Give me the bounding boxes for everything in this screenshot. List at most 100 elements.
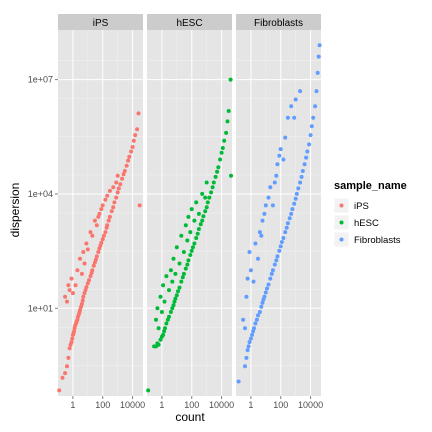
y-tick-label: 1e+01: [28, 303, 53, 313]
data-point: [111, 205, 116, 210]
data-point: [281, 236, 286, 240]
x-axis-label: count: [175, 410, 205, 424]
data-point: [284, 225, 289, 230]
data-point: [279, 240, 284, 244]
data-point: [194, 236, 199, 240]
data-point: [229, 173, 233, 178]
data-point: [164, 321, 169, 326]
data-point: [200, 218, 205, 223]
data-point: [181, 271, 186, 276]
data-point: [83, 288, 88, 293]
data-point: [127, 154, 132, 159]
data-point: [111, 185, 116, 190]
data-point: [87, 278, 91, 283]
x-tick-label: 1: [159, 400, 164, 410]
data-point: [251, 279, 256, 284]
legend-entry-fibroblasts: Fibroblasts: [333, 231, 401, 248]
data-point: [78, 256, 82, 261]
data-point: [293, 97, 298, 102]
data-point: [241, 317, 246, 322]
data-point: [131, 138, 136, 143]
data-point: [99, 240, 104, 245]
data-point: [260, 300, 265, 305]
data-point: [296, 186, 301, 191]
data-point: [60, 375, 65, 380]
data-point: [198, 222, 203, 227]
legend-entry-hesc: hESC: [333, 214, 379, 231]
data-point: [109, 209, 114, 214]
data-point: [260, 218, 265, 223]
data-point: [263, 290, 268, 295]
x-tick-label: 1: [70, 400, 75, 410]
data-point: [265, 286, 269, 291]
data-point: [277, 248, 282, 253]
data-point: [196, 211, 201, 216]
data-point: [222, 138, 227, 143]
data-point: [289, 104, 294, 109]
data-point: [305, 149, 310, 154]
data-point: [272, 262, 277, 267]
data-point: [75, 268, 80, 273]
x-tick-label: 1: [248, 400, 253, 410]
data-point: [186, 258, 191, 263]
data-point: [292, 115, 297, 120]
facet-strip-label: hESC: [176, 18, 202, 29]
data-point: [292, 201, 297, 206]
data-point: [185, 238, 190, 243]
data-point: [181, 250, 186, 254]
data-point: [122, 169, 127, 173]
y-tick-label: 1e+07: [28, 75, 53, 85]
legend-key-point: [339, 237, 344, 242]
data-point: [256, 256, 260, 261]
data-point: [121, 172, 126, 177]
data-point: [226, 109, 231, 113]
data-point: [67, 346, 72, 351]
data-point: [115, 190, 120, 195]
data-point: [96, 250, 101, 254]
x-tick-label: 100: [273, 400, 288, 410]
data-point: [210, 185, 215, 190]
data-point: [65, 299, 69, 304]
data-point: [99, 207, 104, 212]
data-point: [63, 294, 68, 299]
data-point: [101, 233, 106, 238]
data-point: [88, 274, 93, 279]
data-point: [194, 200, 199, 205]
data-point: [243, 326, 247, 331]
data-point: [93, 257, 98, 262]
legend-key-point: [339, 203, 344, 208]
data-point: [244, 294, 249, 299]
data-point: [189, 248, 194, 253]
facet-panels: iPS hESC Fibroblasts: [57, 14, 322, 396]
data-point: [274, 173, 279, 178]
data-point: [81, 294, 86, 299]
legend: sample_name iPS hESC Fibroblasts: [333, 180, 407, 248]
data-point: [116, 186, 121, 191]
data-point: [192, 241, 197, 246]
data-point: [216, 165, 221, 170]
x-tick-label: 10000: [298, 400, 323, 410]
data-point: [315, 70, 320, 75]
data-point: [188, 253, 193, 257]
data-point: [115, 173, 120, 178]
data-point: [161, 283, 166, 288]
data-point: [275, 162, 280, 167]
data-point: [81, 250, 86, 254]
data-point: [57, 388, 62, 393]
data-point: [120, 176, 125, 181]
axes: 1 100 10000 1 100 10000 1 100 10000 1e+01 1e+04 1e+…: [28, 75, 323, 410]
data-point: [283, 135, 288, 140]
data-point: [266, 195, 271, 200]
data-point: [308, 133, 313, 138]
data-point: [195, 231, 200, 236]
data-point: [248, 336, 253, 341]
data-point: [126, 158, 131, 163]
data-point: [167, 314, 171, 319]
y-axis-label: dispersion: [8, 183, 22, 238]
data-point: [91, 263, 96, 268]
data-point: [243, 364, 247, 369]
data-point: [105, 193, 110, 198]
data-point: [268, 276, 273, 281]
data-point: [103, 230, 108, 235]
data-point: [171, 256, 176, 261]
